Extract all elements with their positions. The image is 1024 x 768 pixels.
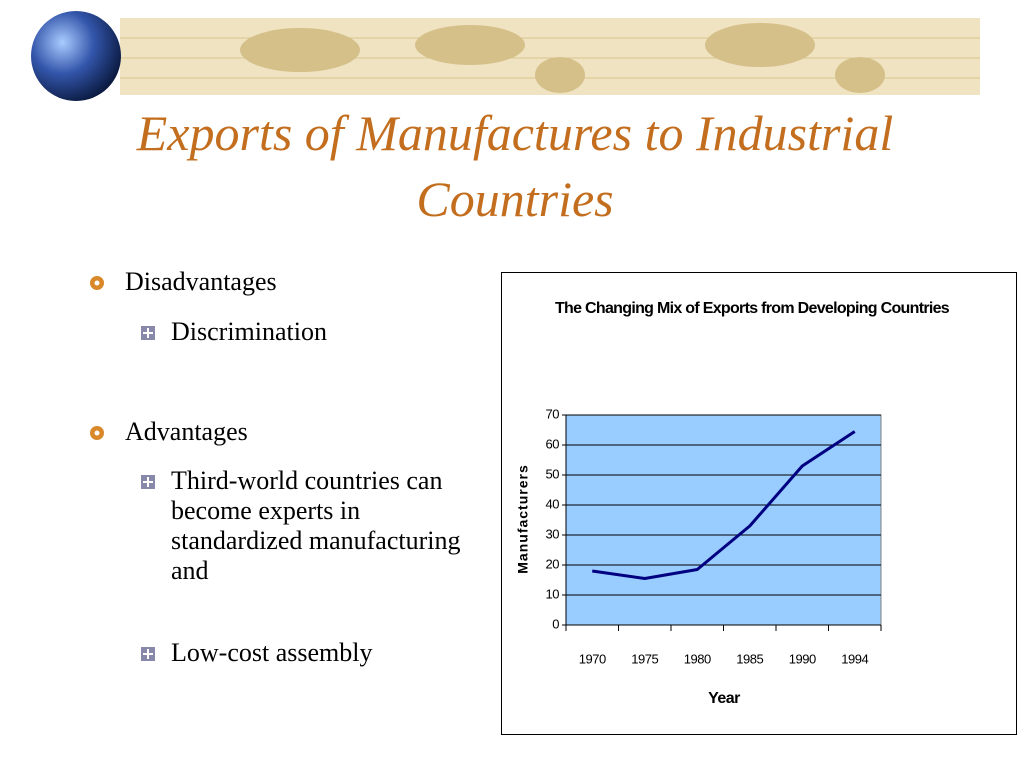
y-tick-label: 60 xyxy=(546,436,560,451)
y-axis-label: Manufacturers xyxy=(515,464,531,573)
y-tick-label: 70 xyxy=(546,406,560,421)
y-tick-label: 30 xyxy=(546,526,560,541)
y-tick-label: 50 xyxy=(546,466,560,481)
chart: Year Manufacturers 0 10 20 30 40 50 60 70 1970 19… xyxy=(515,406,882,707)
x-tick-label: 1994 xyxy=(841,651,868,666)
sub-bullet: Third-world countries can become experts… xyxy=(171,466,461,585)
chart-box: The Changing Mix of Exports from Develop… xyxy=(501,272,1017,735)
bullet-icon xyxy=(90,426,104,440)
x-tick-label: 1975 xyxy=(631,651,658,666)
sub-bullet-icon xyxy=(141,647,155,661)
bullet: Disadvantages xyxy=(125,267,277,296)
x-tick-label: 1990 xyxy=(789,651,816,666)
globe xyxy=(31,11,121,101)
sub-bullet: Discrimination xyxy=(171,317,327,346)
x-tick-label: 1980 xyxy=(684,651,711,666)
sub-bullet-icon xyxy=(141,475,155,489)
sub-bullet-icon xyxy=(141,326,155,340)
slide-title: Exports of Manufactures to Industrial Co… xyxy=(136,105,894,227)
sub-bullet: Low-cost assembly xyxy=(171,638,373,667)
bullet: Advantages xyxy=(125,417,248,446)
x-axis-label: Year xyxy=(708,690,740,707)
data-line xyxy=(592,430,856,580)
y-tick-label: 0 xyxy=(552,616,559,631)
y-tick-label: 10 xyxy=(546,586,560,601)
banner xyxy=(31,11,980,101)
chart-title: The Changing Mix of Exports from Develop… xyxy=(554,300,950,317)
y-tick-label: 40 xyxy=(546,496,560,511)
x-tick-label: 1985 xyxy=(736,651,763,666)
map-land xyxy=(240,23,885,93)
x-tick-label: 1970 xyxy=(579,651,606,666)
bullet-icon xyxy=(90,276,104,290)
y-tick-label: 20 xyxy=(546,556,560,571)
